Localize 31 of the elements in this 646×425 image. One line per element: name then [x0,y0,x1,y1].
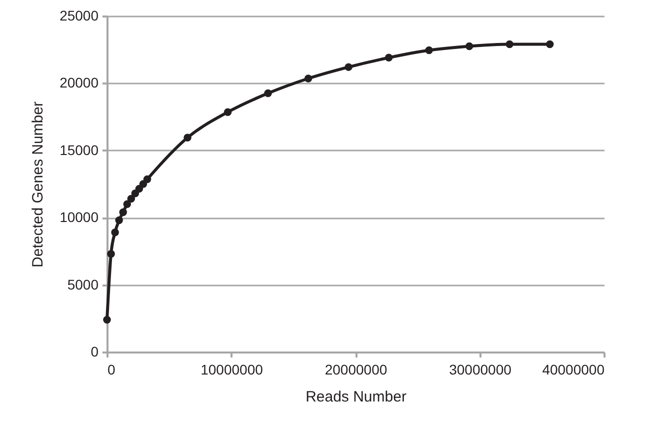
point [344,63,352,71]
y-tick-label: 10000 [60,209,99,226]
point [127,194,136,203]
point [115,216,123,224]
point [465,42,474,50]
point [111,228,119,236]
y-tick-label: 15000 [60,142,99,158]
point [107,250,115,258]
point [123,200,131,208]
point [264,89,272,98]
y-tick-label: 5000 [67,276,99,292]
point [224,108,232,116]
point [384,54,393,62]
point [103,316,111,324]
point [184,134,192,142]
y-tick-label: 20000 [60,74,99,91]
x-axis-title: Reads Number [306,388,406,406]
point [119,208,127,216]
x-tick-label: 0 [108,362,116,378]
point [143,175,152,184]
y-axis-title: Detected Genes Number [30,102,47,268]
x-tick-label: 30000000 [449,362,512,378]
x-tick-label: 10000000 [200,362,264,378]
point [546,40,554,48]
point [425,46,433,54]
x-tick-label: 20000000 [324,362,388,378]
y-tick-label: 25000 [60,8,99,24]
point [506,40,514,48]
y-tick-label: 0 [90,344,99,360]
point [304,74,312,82]
x-tick-label: 40000000 [542,362,605,378]
